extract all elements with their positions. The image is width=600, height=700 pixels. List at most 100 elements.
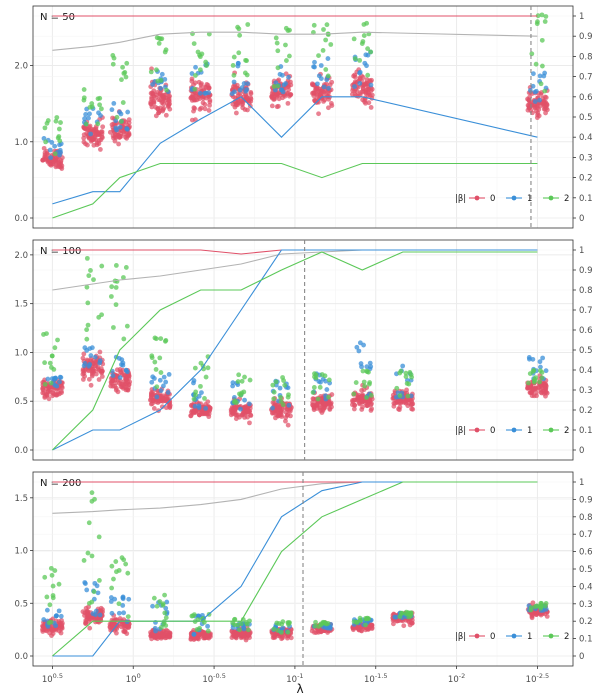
point-beta-0 [42,152,48,158]
right-tick-label: 0 [579,214,584,224]
point-beta-2 [113,302,119,308]
point-beta-2 [247,377,253,383]
point-beta-0 [316,111,321,117]
point-beta-2 [397,393,403,398]
point-beta-0 [231,633,237,639]
point-beta-2 [542,88,548,94]
point-beta-1 [321,84,327,90]
x-tick-label: 10-2.5 [526,672,550,685]
point-beta-2 [120,64,125,70]
point-beta-2 [92,496,97,502]
point-beta-2 [313,372,319,378]
point-beta-2 [403,370,409,376]
legend-label: 0 [490,194,495,204]
point-beta-1 [205,623,210,629]
point-beta-2 [535,19,540,25]
point-beta-2 [323,67,329,72]
point-beta-0 [201,632,207,638]
point-beta-2 [42,125,48,131]
point-beta-2 [245,22,251,27]
legend-key-point [474,427,480,433]
point-beta-1 [543,368,549,374]
point-beta-1 [393,614,399,620]
point-beta-2 [237,32,243,38]
point-beta-2 [83,121,89,127]
point-beta-0 [53,392,59,397]
point-beta-2 [97,95,103,101]
point-beta-0 [235,102,241,108]
point-beta-0 [391,403,397,409]
point-beta-0 [100,124,106,130]
point-beta-2 [85,300,91,306]
right-tick-label: 0.3 [579,153,593,163]
point-beta-2 [361,379,367,385]
point-beta-1 [118,111,124,117]
right-tick-label: 0.7 [579,306,593,316]
point-beta-0 [110,622,116,628]
point-beta-0 [203,95,209,101]
point-beta-0 [368,408,374,413]
point-beta-0 [283,418,288,424]
right-tick-label: 0.6 [579,326,593,336]
proportion-lines [52,15,538,219]
point-beta-2 [113,285,119,290]
point-beta-0 [313,87,319,93]
right-tick-label: 0.4 [579,133,593,143]
point-beta-1 [51,376,57,381]
point-beta-0 [117,135,122,140]
point-beta-1 [120,603,126,608]
point-beta-2 [274,40,280,46]
point-beta-2 [121,336,127,342]
point-beta-0 [312,97,317,103]
point-beta-2 [203,374,209,380]
point-beta-2 [111,576,116,582]
point-beta-0 [286,83,292,89]
point-beta-0 [91,136,96,142]
point-beta-2 [285,629,291,635]
point-beta-2 [361,22,367,27]
point-beta-0 [272,400,277,405]
point-beta-2 [113,263,119,268]
point-beta-2 [326,394,331,400]
point-beta-0 [271,95,277,101]
point-beta-2 [49,572,55,578]
point-beta-2 [352,56,358,62]
point-beta-1 [316,73,322,79]
point-beta-0 [149,401,155,407]
point-beta-1 [54,383,60,389]
right-tick-label: 0.8 [579,286,593,296]
right-tick-label: 0.5 [579,346,593,356]
line-beta-2 [52,481,538,657]
point-beta-1 [84,348,90,353]
panel-title: N = 100 [40,246,81,257]
left-tick-label: 2.0 [14,62,28,72]
point-beta-2 [353,380,359,385]
point-beta-1 [393,394,399,400]
point-beta-2 [539,375,545,381]
point-beta-0 [310,396,316,402]
point-beta-2 [48,380,54,386]
point-beta-1 [196,393,202,399]
point-beta-1 [92,354,98,360]
point-beta-1 [149,379,155,385]
point-beta-2 [238,621,244,627]
point-beta-2 [311,22,317,28]
point-beta-1 [58,613,64,619]
point-beta-2 [58,120,63,125]
point-beta-2 [97,102,103,108]
legend: |β| 0 1 2 [455,632,569,642]
point-beta-1 [354,344,360,350]
point-beta-2 [42,381,48,387]
point-beta-2 [325,32,331,37]
point-beta-1 [48,155,54,161]
point-beta-2 [85,550,91,556]
legend-key-point [474,633,480,639]
point-beta-0 [410,406,416,412]
point-beta-2 [244,72,250,78]
point-beta-2 [538,81,544,87]
point-beta-0 [47,630,52,636]
point-beta-0 [93,132,99,137]
point-beta-0 [188,413,194,419]
point-beta-0 [99,134,105,140]
point-beta-0 [532,105,538,111]
